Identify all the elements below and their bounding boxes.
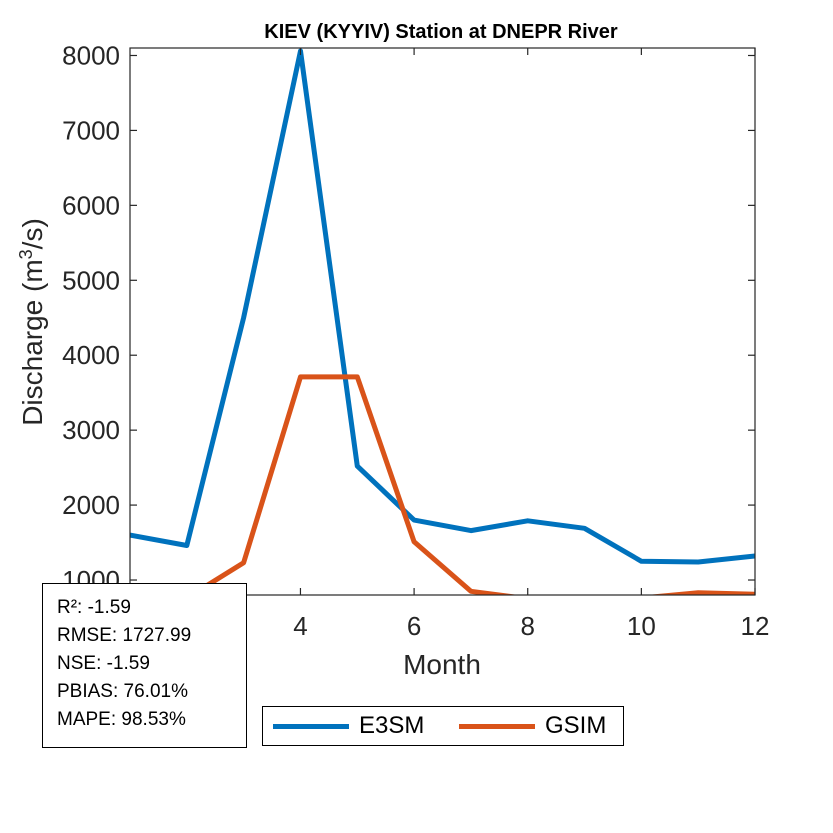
y-tick-label: 6000 <box>62 190 120 220</box>
y-axis-label-end: /s) <box>17 218 48 249</box>
legend-swatch-gsim <box>459 723 535 729</box>
stat-nse: NSE: -1.59 <box>57 653 150 674</box>
x-tick-label: 12 <box>741 611 770 641</box>
y-axis-label-main: Discharge (m <box>17 259 48 425</box>
y-axis-label: Discharge (m3/s) <box>16 218 48 426</box>
x-tick-label: 10 <box>627 611 656 641</box>
series-layer <box>130 48 755 595</box>
legend-label-gsim: GSIM <box>545 712 607 739</box>
y-tick-label: 7000 <box>62 115 120 145</box>
y-tick-label: 5000 <box>62 265 120 295</box>
legend: E3SM GSIM <box>262 706 624 746</box>
chart-title: KIEV (KYYIV) Station at DNEPR River <box>264 21 618 43</box>
stats-box: R²: -1.59 RMSE: 1727.99 NSE: -1.59 PBIAS… <box>42 583 247 748</box>
legend-item-gsim: GSIM <box>459 707 606 745</box>
x-tick-label: 8 <box>520 611 534 641</box>
stat-rmse: RMSE: 1727.99 <box>57 625 192 646</box>
legend-item-e3sm: E3SM <box>273 707 424 745</box>
stat-r2: R²: -1.59 <box>57 597 131 618</box>
x-tick-label: 6 <box>407 611 421 641</box>
y-tick-label: 3000 <box>62 415 120 445</box>
plot-frame <box>129 47 756 596</box>
stat-pbias: PBIAS: 76.01% <box>57 681 188 702</box>
series-line-e3sm <box>130 48 755 565</box>
y-tick-label: 2000 <box>62 490 120 520</box>
stat-mape: MAPE: 98.53% <box>57 709 186 730</box>
y-axis-label-superscript: 3 <box>16 249 36 259</box>
series-line-gsim <box>186 374 755 595</box>
x-tick-label: 4 <box>293 611 307 641</box>
legend-label-e3sm: E3SM <box>359 712 425 739</box>
y-tick-label: 8000 <box>62 40 120 70</box>
y-tick-label: 4000 <box>62 340 120 370</box>
x-axis-label: Month <box>403 649 481 680</box>
legend-swatch-e3sm <box>273 723 349 729</box>
